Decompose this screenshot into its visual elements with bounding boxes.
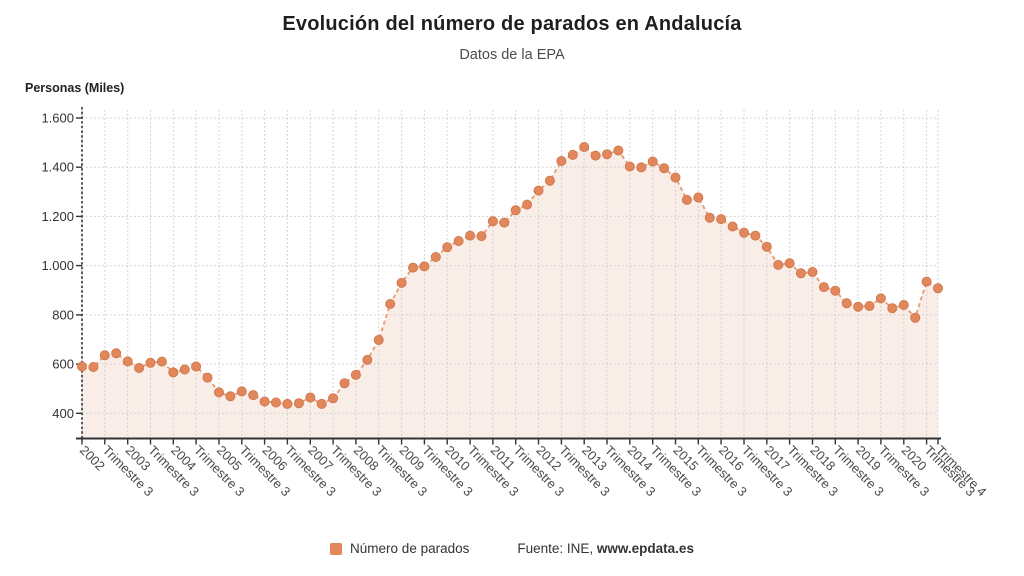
y-tick-label: 800 [52,307,74,322]
data-point[interactable] [659,163,670,174]
legend-row: Número de parados Fuente: INE, www.epdat… [0,541,1024,556]
data-point[interactable] [476,231,487,242]
data-point[interactable] [693,192,704,203]
y-axis-title: Personas (Miles) [25,81,125,95]
data-point[interactable] [533,185,544,196]
data-point[interactable] [933,283,944,294]
data-point[interactable] [225,391,236,402]
data-point[interactable] [111,348,122,359]
data-point[interactable] [328,393,339,404]
data-point[interactable] [362,354,373,365]
data-point[interactable] [202,372,213,383]
source-prefix: Fuente: INE, [517,541,597,556]
data-point[interactable] [350,369,361,380]
data-point[interactable] [544,175,555,186]
data-point[interactable] [704,212,715,223]
data-point[interactable] [77,361,88,372]
data-point[interactable] [293,398,304,409]
data-point[interactable] [602,149,613,160]
source-line: Fuente: INE, www.epdata.es [517,541,694,556]
x-tick-label: 2002 [77,443,108,474]
data-point[interactable] [613,145,624,156]
data-point[interactable] [156,356,167,367]
data-point[interactable] [739,227,750,238]
data-point[interactable] [590,150,601,161]
chart-title: Evolución del número de parados en Andal… [282,13,742,35]
data-point[interactable] [453,235,464,246]
y-tick-label: 1.200 [41,209,74,224]
y-tick-label: 1.400 [41,160,74,175]
data-point[interactable] [556,155,567,166]
data-point[interactable] [841,298,852,309]
data-point[interactable] [145,357,156,368]
data-point[interactable] [270,397,281,408]
data-point[interactable] [419,261,430,272]
data-point[interactable] [830,285,841,296]
data-point[interactable] [465,230,476,241]
data-point[interactable] [442,242,453,253]
data-point[interactable] [396,277,407,288]
data-point[interactable] [887,303,898,314]
data-point[interactable] [750,230,761,241]
data-point[interactable] [316,398,327,409]
data-point[interactable] [339,378,350,389]
data-point[interactable] [567,149,578,160]
data-point[interactable] [773,259,784,270]
y-tick-label: 400 [52,406,74,421]
data-point[interactable] [670,172,681,183]
data-point[interactable] [213,387,224,398]
data-point[interactable] [430,251,441,262]
legend-swatch [330,542,343,555]
data-point[interactable] [636,162,647,173]
data-point[interactable] [796,268,807,279]
legend-item-numero-de-parados[interactable]: Número de parados [330,541,469,556]
data-point[interactable] [168,367,179,378]
data-point[interactable] [864,300,875,311]
source-site: www.epdata.es [596,541,694,556]
data-point[interactable] [624,161,635,172]
data-point[interactable] [807,266,818,277]
data-point[interactable] [853,301,864,312]
data-point[interactable] [875,293,886,304]
chart-subtitle: Datos de la EPA [459,47,565,63]
data-point[interactable] [236,386,247,397]
data-point[interactable] [921,276,932,287]
data-point[interactable] [385,298,396,309]
data-point[interactable] [134,362,145,373]
data-point[interactable] [259,396,270,407]
data-point[interactable] [191,361,202,372]
y-tick-label: 600 [52,357,74,372]
data-point[interactable] [681,194,692,205]
data-point[interactable] [647,156,658,167]
data-point[interactable] [499,217,510,228]
data-point[interactable] [305,392,316,403]
data-point[interactable] [716,214,727,225]
legend-label: Número de parados [350,541,470,556]
series-area-fill [82,147,938,439]
data-point[interactable] [373,334,384,345]
data-point[interactable] [910,312,921,323]
data-point[interactable] [898,299,909,310]
y-tick-label: 1.000 [41,258,74,273]
data-point[interactable] [248,390,259,401]
data-point[interactable] [818,282,829,293]
data-point[interactable] [761,241,772,252]
data-point[interactable] [510,205,521,216]
y-tick-label: 1.600 [41,111,74,126]
data-point[interactable] [727,221,738,232]
data-point[interactable] [99,350,110,361]
data-point[interactable] [88,361,99,372]
data-point[interactable] [282,398,293,409]
data-point[interactable] [522,199,533,210]
data-point[interactable] [487,216,498,227]
data-point[interactable] [579,141,590,152]
data-point[interactable] [179,364,190,375]
data-point[interactable] [122,356,133,367]
series-line [81,145,939,406]
data-point[interactable] [407,262,418,273]
data-point[interactable] [784,258,795,269]
